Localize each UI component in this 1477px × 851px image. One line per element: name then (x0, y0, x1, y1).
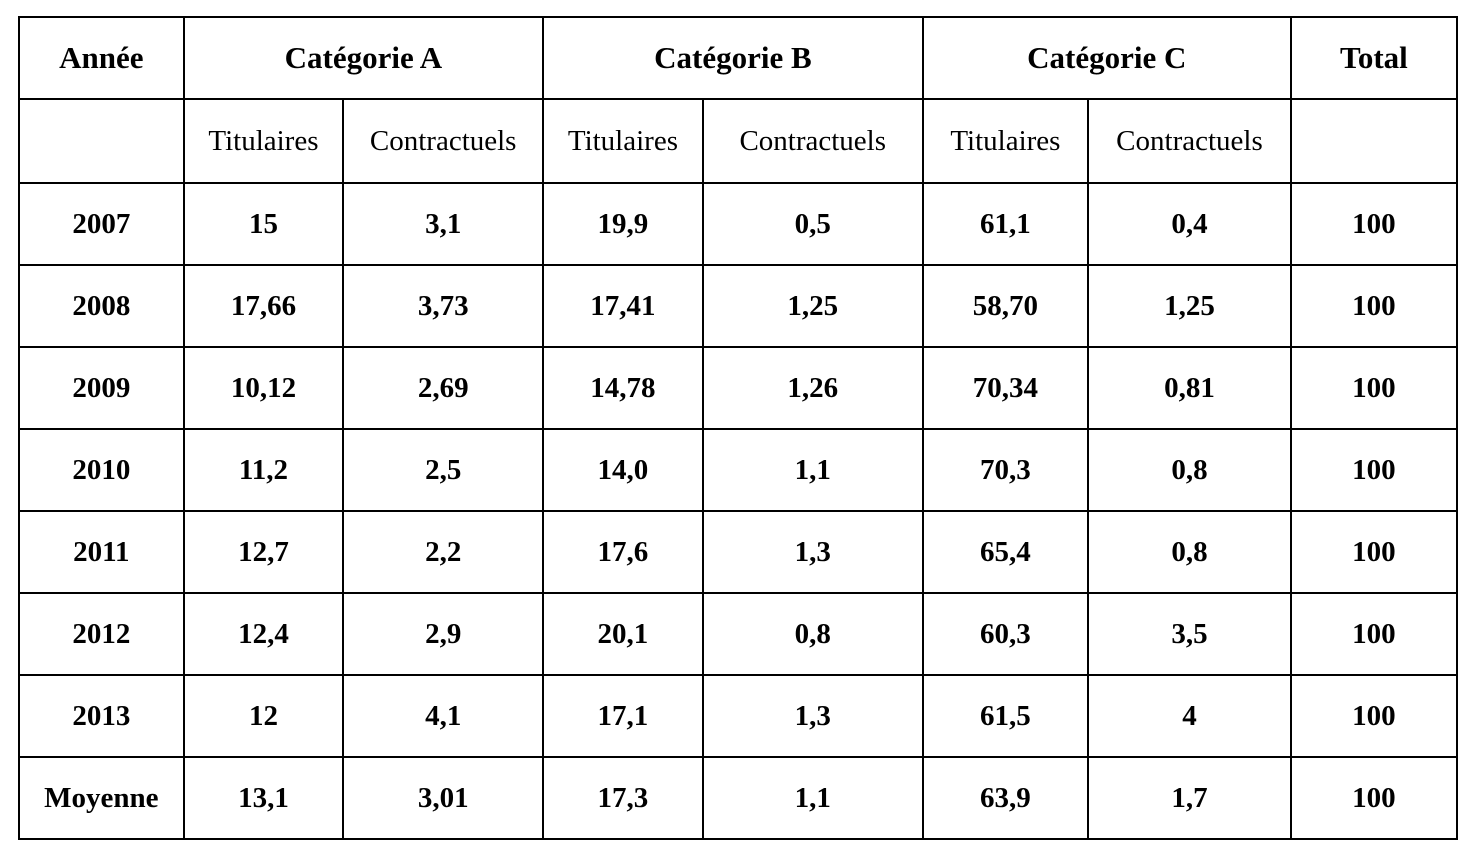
empty-year-subheader-cell (18, 98, 185, 184)
cell-cat-b-contractuels: 0,5 (701, 182, 924, 266)
cell-cat-c-contractuels: 0,8 (1087, 428, 1292, 512)
category-a-header: Catégorie A (182, 16, 545, 100)
row-year: 2008 (18, 264, 185, 348)
cell-cat-b-titulaires: 17,41 (542, 264, 704, 348)
subheader-cat-a-titulaires: Titulaires (182, 98, 345, 184)
cell-cat-c-titulaires: 61,5 (921, 674, 1090, 758)
cell-cat-a-contractuels: 2,9 (342, 592, 545, 676)
cell-total: 100 (1289, 346, 1459, 430)
cell-cat-b-titulaires: 17,3 (542, 756, 704, 840)
table-row: 2013 12 4,1 17,1 1,3 61,5 4 100 (18, 674, 1459, 758)
table-row: 2008 17,66 3,73 17,41 1,25 58,70 1,25 10… (18, 264, 1459, 348)
cell-cat-c-contractuels: 0,4 (1087, 182, 1292, 266)
cell-cat-b-titulaires: 17,6 (542, 510, 704, 594)
table-row-moyenne: Moyenne 13,1 3,01 17,3 1,1 63,9 1,7 100 (18, 756, 1459, 840)
total-column-header: Total (1289, 16, 1459, 100)
cell-total: 100 (1289, 756, 1459, 840)
cell-total: 100 (1289, 428, 1459, 512)
cell-total: 100 (1289, 510, 1459, 594)
table-row: 2007 15 3,1 19,9 0,5 61,1 0,4 100 (18, 182, 1459, 266)
category-b-header: Catégorie B (542, 16, 924, 100)
cell-cat-a-contractuels: 2,69 (342, 346, 545, 430)
cell-cat-a-titulaires: 17,66 (182, 264, 345, 348)
cell-cat-c-titulaires: 65,4 (921, 510, 1090, 594)
cell-cat-a-contractuels: 3,01 (342, 756, 545, 840)
cell-cat-b-titulaires: 20,1 (542, 592, 704, 676)
cell-cat-c-contractuels: 4 (1087, 674, 1292, 758)
cell-cat-c-contractuels: 1,25 (1087, 264, 1292, 348)
cell-cat-b-contractuels: 1,26 (701, 346, 924, 430)
table-row: 2009 10,12 2,69 14,78 1,26 70,34 0,81 10… (18, 346, 1459, 430)
table-row: 2011 12,7 2,2 17,6 1,3 65,4 0,8 100 (18, 510, 1459, 594)
subheader-cat-b-contractuels: Contractuels (701, 98, 924, 184)
cell-cat-c-titulaires: 60,3 (921, 592, 1090, 676)
cell-cat-a-titulaires: 11,2 (182, 428, 345, 512)
row-year: 2010 (18, 428, 185, 512)
row-year: 2013 (18, 674, 185, 758)
row-year: 2011 (18, 510, 185, 594)
row-year: 2009 (18, 346, 185, 430)
year-column-header: Année (18, 16, 185, 100)
cell-cat-a-contractuels: 4,1 (342, 674, 545, 758)
cell-cat-c-titulaires: 63,9 (921, 756, 1090, 840)
cell-cat-b-titulaires: 19,9 (542, 182, 704, 266)
cell-cat-a-titulaires: 13,1 (182, 756, 345, 840)
row-year: 2012 (18, 592, 185, 676)
group-header-row: Année Catégorie A Catégorie B Catégorie … (18, 16, 1459, 100)
sub-header-row: Titulaires Contractuels Titulaires Contr… (18, 98, 1459, 184)
cell-cat-c-contractuels: 0,81 (1087, 346, 1292, 430)
cell-cat-b-titulaires: 14,78 (542, 346, 704, 430)
cell-cat-a-titulaires: 10,12 (182, 346, 345, 430)
subheader-cat-a-contractuels: Contractuels (342, 98, 545, 184)
cell-cat-c-contractuels: 3,5 (1087, 592, 1292, 676)
cell-cat-a-contractuels: 2,2 (342, 510, 545, 594)
categories-statistics-table: Année Catégorie A Catégorie B Catégorie … (18, 16, 1459, 840)
cell-total: 100 (1289, 182, 1459, 266)
cell-cat-c-contractuels: 1,7 (1087, 756, 1292, 840)
cell-cat-c-titulaires: 58,70 (921, 264, 1090, 348)
row-year: Moyenne (18, 756, 185, 840)
cell-cat-a-contractuels: 3,73 (342, 264, 545, 348)
row-year: 2007 (18, 182, 185, 266)
cell-cat-a-contractuels: 2,5 (342, 428, 545, 512)
cell-total: 100 (1289, 592, 1459, 676)
cell-cat-a-titulaires: 12,4 (182, 592, 345, 676)
category-c-header: Catégorie C (921, 16, 1292, 100)
subheader-cat-c-contractuels: Contractuels (1087, 98, 1292, 184)
cell-total: 100 (1289, 264, 1459, 348)
cell-cat-b-contractuels: 1,1 (701, 756, 924, 840)
cell-cat-a-titulaires: 15 (182, 182, 345, 266)
table-row: 2010 11,2 2,5 14,0 1,1 70,3 0,8 100 (18, 428, 1459, 512)
cell-cat-a-titulaires: 12 (182, 674, 345, 758)
table-row: 2012 12,4 2,9 20,1 0,8 60,3 3,5 100 (18, 592, 1459, 676)
cell-cat-b-contractuels: 1,25 (701, 264, 924, 348)
cell-cat-c-titulaires: 70,34 (921, 346, 1090, 430)
cell-cat-c-titulaires: 70,3 (921, 428, 1090, 512)
cell-cat-b-titulaires: 14,0 (542, 428, 704, 512)
cell-cat-b-titulaires: 17,1 (542, 674, 704, 758)
cell-cat-a-contractuels: 3,1 (342, 182, 545, 266)
cell-cat-c-titulaires: 61,1 (921, 182, 1090, 266)
cell-cat-b-contractuels: 1,3 (701, 510, 924, 594)
empty-total-subheader-cell (1289, 98, 1459, 184)
subheader-cat-c-titulaires: Titulaires (921, 98, 1090, 184)
cell-cat-a-titulaires: 12,7 (182, 510, 345, 594)
cell-cat-b-contractuels: 1,3 (701, 674, 924, 758)
subheader-cat-b-titulaires: Titulaires (542, 98, 704, 184)
cell-cat-b-contractuels: 1,1 (701, 428, 924, 512)
cell-total: 100 (1289, 674, 1459, 758)
cell-cat-b-contractuels: 0,8 (701, 592, 924, 676)
cell-cat-c-contractuels: 0,8 (1087, 510, 1292, 594)
